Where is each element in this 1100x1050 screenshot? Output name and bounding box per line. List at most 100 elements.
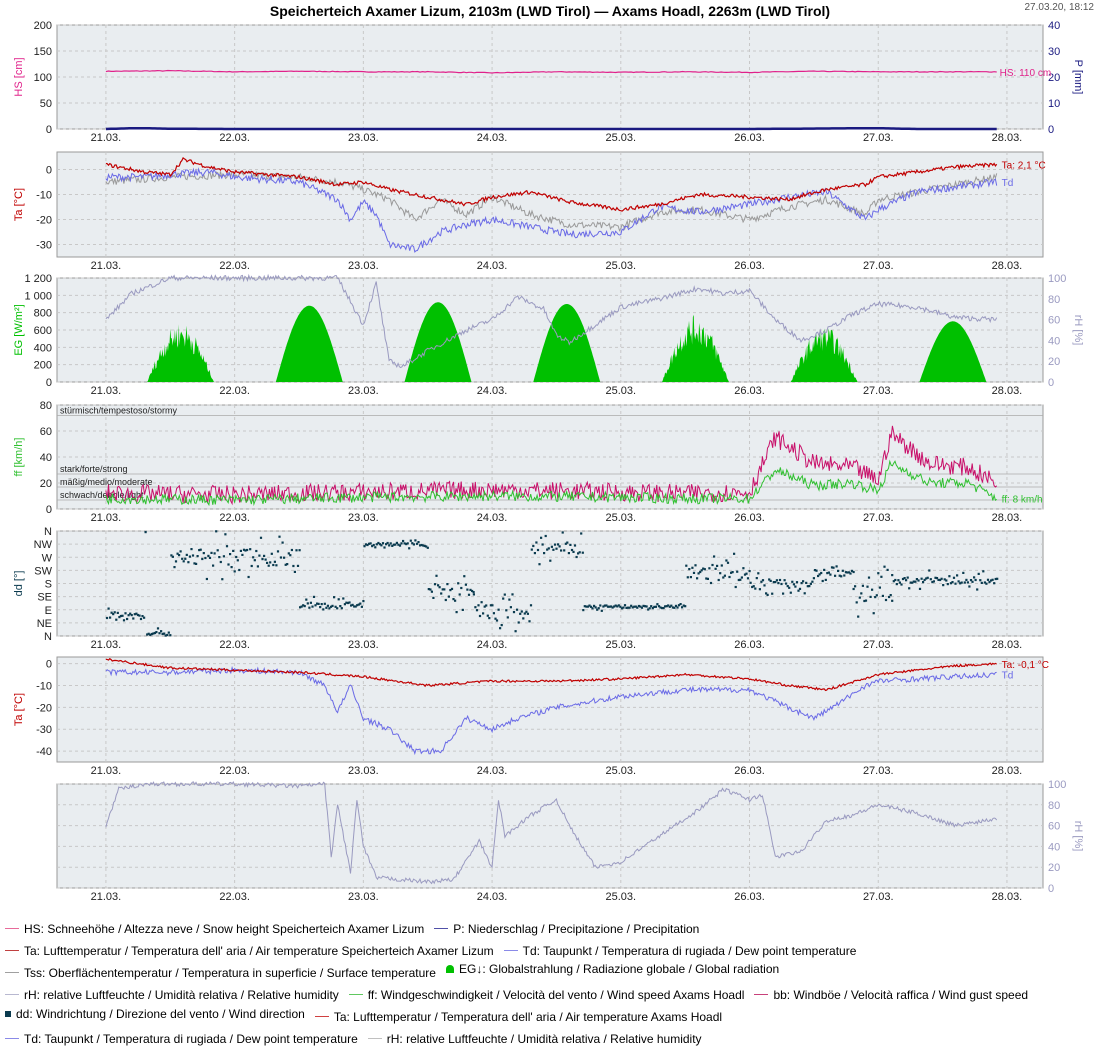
wind-direction-point xyxy=(447,595,450,598)
wind-direction-point xyxy=(187,561,190,564)
wind-direction-point xyxy=(130,614,133,617)
wind-direction-point xyxy=(348,601,351,604)
wind-direction-point xyxy=(645,605,648,608)
legend-row: Td: Taupunkt / Temperatura di rugiada / … xyxy=(5,1028,712,1046)
y-tick-label: SE xyxy=(37,592,52,604)
wind-direction-point xyxy=(495,619,499,622)
wind-direction-point xyxy=(957,580,960,583)
legend-item: EG↓: Globalstrahlung / Radiazione global… xyxy=(445,962,779,976)
y2-axis-label: P [mm] xyxy=(1072,60,1084,95)
wind-direction-point xyxy=(204,556,207,560)
x-tick-label: 21.03. xyxy=(91,765,122,777)
wind-direction-point xyxy=(606,605,610,608)
wind-direction-point xyxy=(530,548,533,551)
wind-direction-point xyxy=(127,614,130,617)
wind-direction-point xyxy=(331,604,334,607)
wind-direction-point xyxy=(761,579,765,582)
legend-item: Ta: Lufttemperatur / Temperatura dell' a… xyxy=(314,1010,722,1024)
wind-direction-point xyxy=(726,561,730,564)
wind-direction-point xyxy=(758,588,761,591)
wind-direction-point xyxy=(934,576,937,579)
wind-direction-point xyxy=(931,581,934,584)
wind-direction-point xyxy=(603,604,606,607)
wind-direction-point xyxy=(188,555,191,558)
wind-direction-point xyxy=(279,556,283,559)
wind-direction-point xyxy=(357,603,360,606)
wind-direction-point xyxy=(506,616,509,619)
x-tick-label: 28.03. xyxy=(992,260,1023,272)
wind-direction-point xyxy=(375,543,378,546)
wind-direction-point xyxy=(610,605,613,608)
wind-direction-point xyxy=(803,592,806,595)
wind-direction-point xyxy=(926,576,929,579)
wind-direction-point xyxy=(722,576,725,579)
wind-direction-point xyxy=(813,569,817,572)
wind-direction-point xyxy=(857,615,860,618)
wind-direction-point xyxy=(589,605,593,608)
wind-direction-point xyxy=(858,596,861,599)
wind-direction-point xyxy=(414,539,417,542)
wind-direction-point xyxy=(843,574,846,577)
wind-direction-point xyxy=(392,543,395,546)
wind-direction-point xyxy=(359,602,362,605)
wind-direction-point xyxy=(861,584,864,587)
wind-direction-point xyxy=(990,579,993,582)
y-tick-label: 0 xyxy=(46,124,52,136)
wind-direction-point xyxy=(891,599,894,602)
y2-tick-label: 40 xyxy=(1048,841,1060,853)
x-tick-label: 28.03. xyxy=(992,385,1023,397)
wind-direction-point xyxy=(778,578,782,582)
wind-direction-point xyxy=(342,597,345,600)
wind-direction-point xyxy=(441,588,444,591)
y2-tick-label: 100 xyxy=(1048,273,1066,285)
wind-direction-point xyxy=(611,606,614,609)
wind-direction-point xyxy=(122,619,126,622)
wind-direction-point xyxy=(815,569,818,572)
wind-direction-point xyxy=(236,559,239,562)
y-tick-label: 150 xyxy=(34,46,52,58)
legend-label: bb: Windböe / Velocità raffica / Wind gu… xyxy=(773,987,1029,1002)
wind-direction-point xyxy=(881,594,884,597)
wind-direction-point xyxy=(871,588,874,591)
wind-direction-point xyxy=(295,549,298,552)
wind-direction-point xyxy=(208,556,212,559)
x-tick-label: 23.03. xyxy=(348,765,379,777)
plot-area xyxy=(56,656,1044,763)
wind-direction-point xyxy=(339,605,342,608)
wind-direction-point xyxy=(662,606,665,610)
wind-direction-point xyxy=(255,549,258,553)
radiation-day-area xyxy=(662,314,729,382)
wind-direction-point xyxy=(289,554,292,557)
x-tick-label: 26.03. xyxy=(734,260,765,272)
wind-direction-point xyxy=(977,572,980,575)
y2-axis-label: rH [%] xyxy=(1072,315,1084,346)
wind-direction-point xyxy=(783,579,786,582)
wind-direction-point xyxy=(492,612,495,615)
y-tick-label: S xyxy=(45,579,52,591)
wind-direction-point xyxy=(959,582,962,585)
wind-direction-point xyxy=(250,564,253,568)
wind-direction-point xyxy=(878,586,881,589)
wind-direction-point xyxy=(765,592,768,595)
wind-direction-point xyxy=(863,599,866,603)
wind-direction-point xyxy=(994,577,997,581)
wind-direction-point xyxy=(982,570,985,573)
y-tick-label: -30 xyxy=(36,724,52,736)
wind-direction-point xyxy=(572,550,575,553)
legend-item: HS: Schneehöhe / Altezza neve / Snow hei… xyxy=(5,922,424,936)
wind-direction-point xyxy=(901,577,905,581)
wind-direction-point xyxy=(720,564,723,567)
wind-direction-point xyxy=(156,627,160,630)
x-tick-label: 24.03. xyxy=(477,385,508,397)
y2-tick-label: 20 xyxy=(1048,356,1060,368)
wind-direction-point xyxy=(888,595,891,599)
wind-direction-point xyxy=(656,603,659,606)
wind-direction-point xyxy=(679,603,682,606)
wind-direction-point xyxy=(278,535,281,538)
legend-swatch xyxy=(5,994,19,995)
wind-direction-point xyxy=(109,616,112,619)
wind-direction-point xyxy=(509,606,512,609)
wind-direction-point xyxy=(960,581,963,584)
wind-direction-point xyxy=(242,548,246,551)
wind-direction-point xyxy=(561,531,564,534)
